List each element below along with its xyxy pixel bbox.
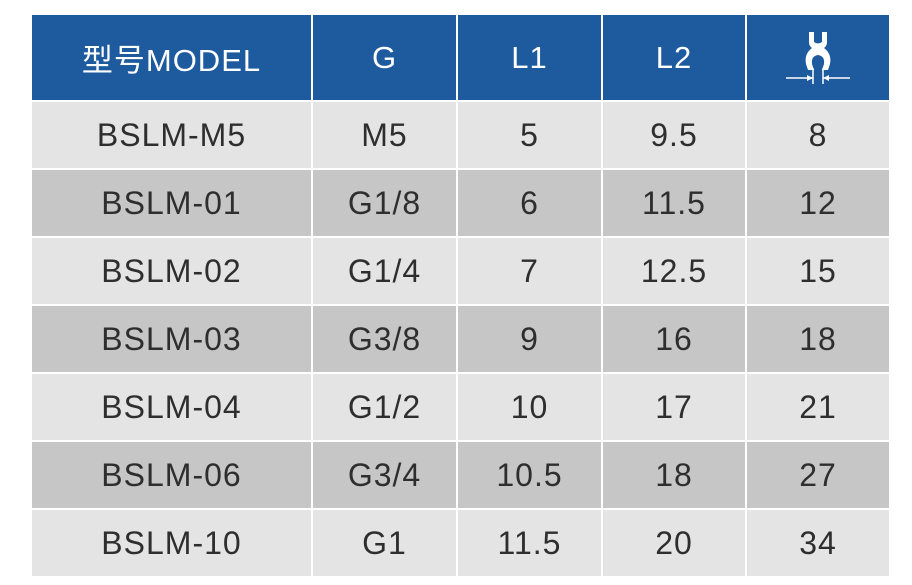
header-cell: 型号MODEL — [32, 15, 311, 100]
table-cell: 16 — [603, 306, 745, 372]
table-cell: BSLM-01 — [32, 170, 311, 236]
width-icon — [786, 31, 850, 84]
table-cell: G1 — [313, 510, 456, 576]
table-cell: 18 — [747, 306, 889, 372]
table-cell: 18 — [603, 442, 745, 508]
table-cell: 17 — [603, 374, 745, 440]
table-cell: 6 — [458, 170, 601, 236]
table-cell: 8 — [747, 102, 889, 168]
table-cell: 9.5 — [603, 102, 745, 168]
table-cell: 15 — [747, 238, 889, 304]
header-cell: G — [313, 15, 456, 100]
table-cell: 21 — [747, 374, 889, 440]
table-cell: 5 — [458, 102, 601, 168]
header-cell: L2 — [603, 15, 745, 100]
table-cell: 34 — [747, 510, 889, 576]
table-cell: 9 — [458, 306, 601, 372]
table-cell: G1/8 — [313, 170, 456, 236]
table-cell: BSLM-06 — [32, 442, 311, 508]
table-cell: BSLM-10 — [32, 510, 311, 576]
table-cell: 12.5 — [603, 238, 745, 304]
table-cell: 12 — [747, 170, 889, 236]
header-icon-cell — [747, 15, 889, 100]
table-cell: 27 — [747, 442, 889, 508]
table-cell: 11.5 — [458, 510, 601, 576]
table-cell: BSLM-04 — [32, 374, 311, 440]
table-cell: 10.5 — [458, 442, 601, 508]
header-cell: L1 — [458, 15, 601, 100]
table-cell: G1/2 — [313, 374, 456, 440]
table-cell: 7 — [458, 238, 601, 304]
spec-table: 型号MODEL G L1 L2 BSLM-M5 M5 5 9.5 8 BSLM-01 G1/… — [32, 15, 889, 576]
table-cell: BSLM-02 — [32, 238, 311, 304]
table-cell: BSLM-M5 — [32, 102, 311, 168]
table-cell: G3/8 — [313, 306, 456, 372]
table-cell: BSLM-03 — [32, 306, 311, 372]
table-cell: G1/4 — [313, 238, 456, 304]
table-cell: 20 — [603, 510, 745, 576]
table-cell: 11.5 — [603, 170, 745, 236]
table-cell: 10 — [458, 374, 601, 440]
table-cell: M5 — [313, 102, 456, 168]
table-cell: G3/4 — [313, 442, 456, 508]
